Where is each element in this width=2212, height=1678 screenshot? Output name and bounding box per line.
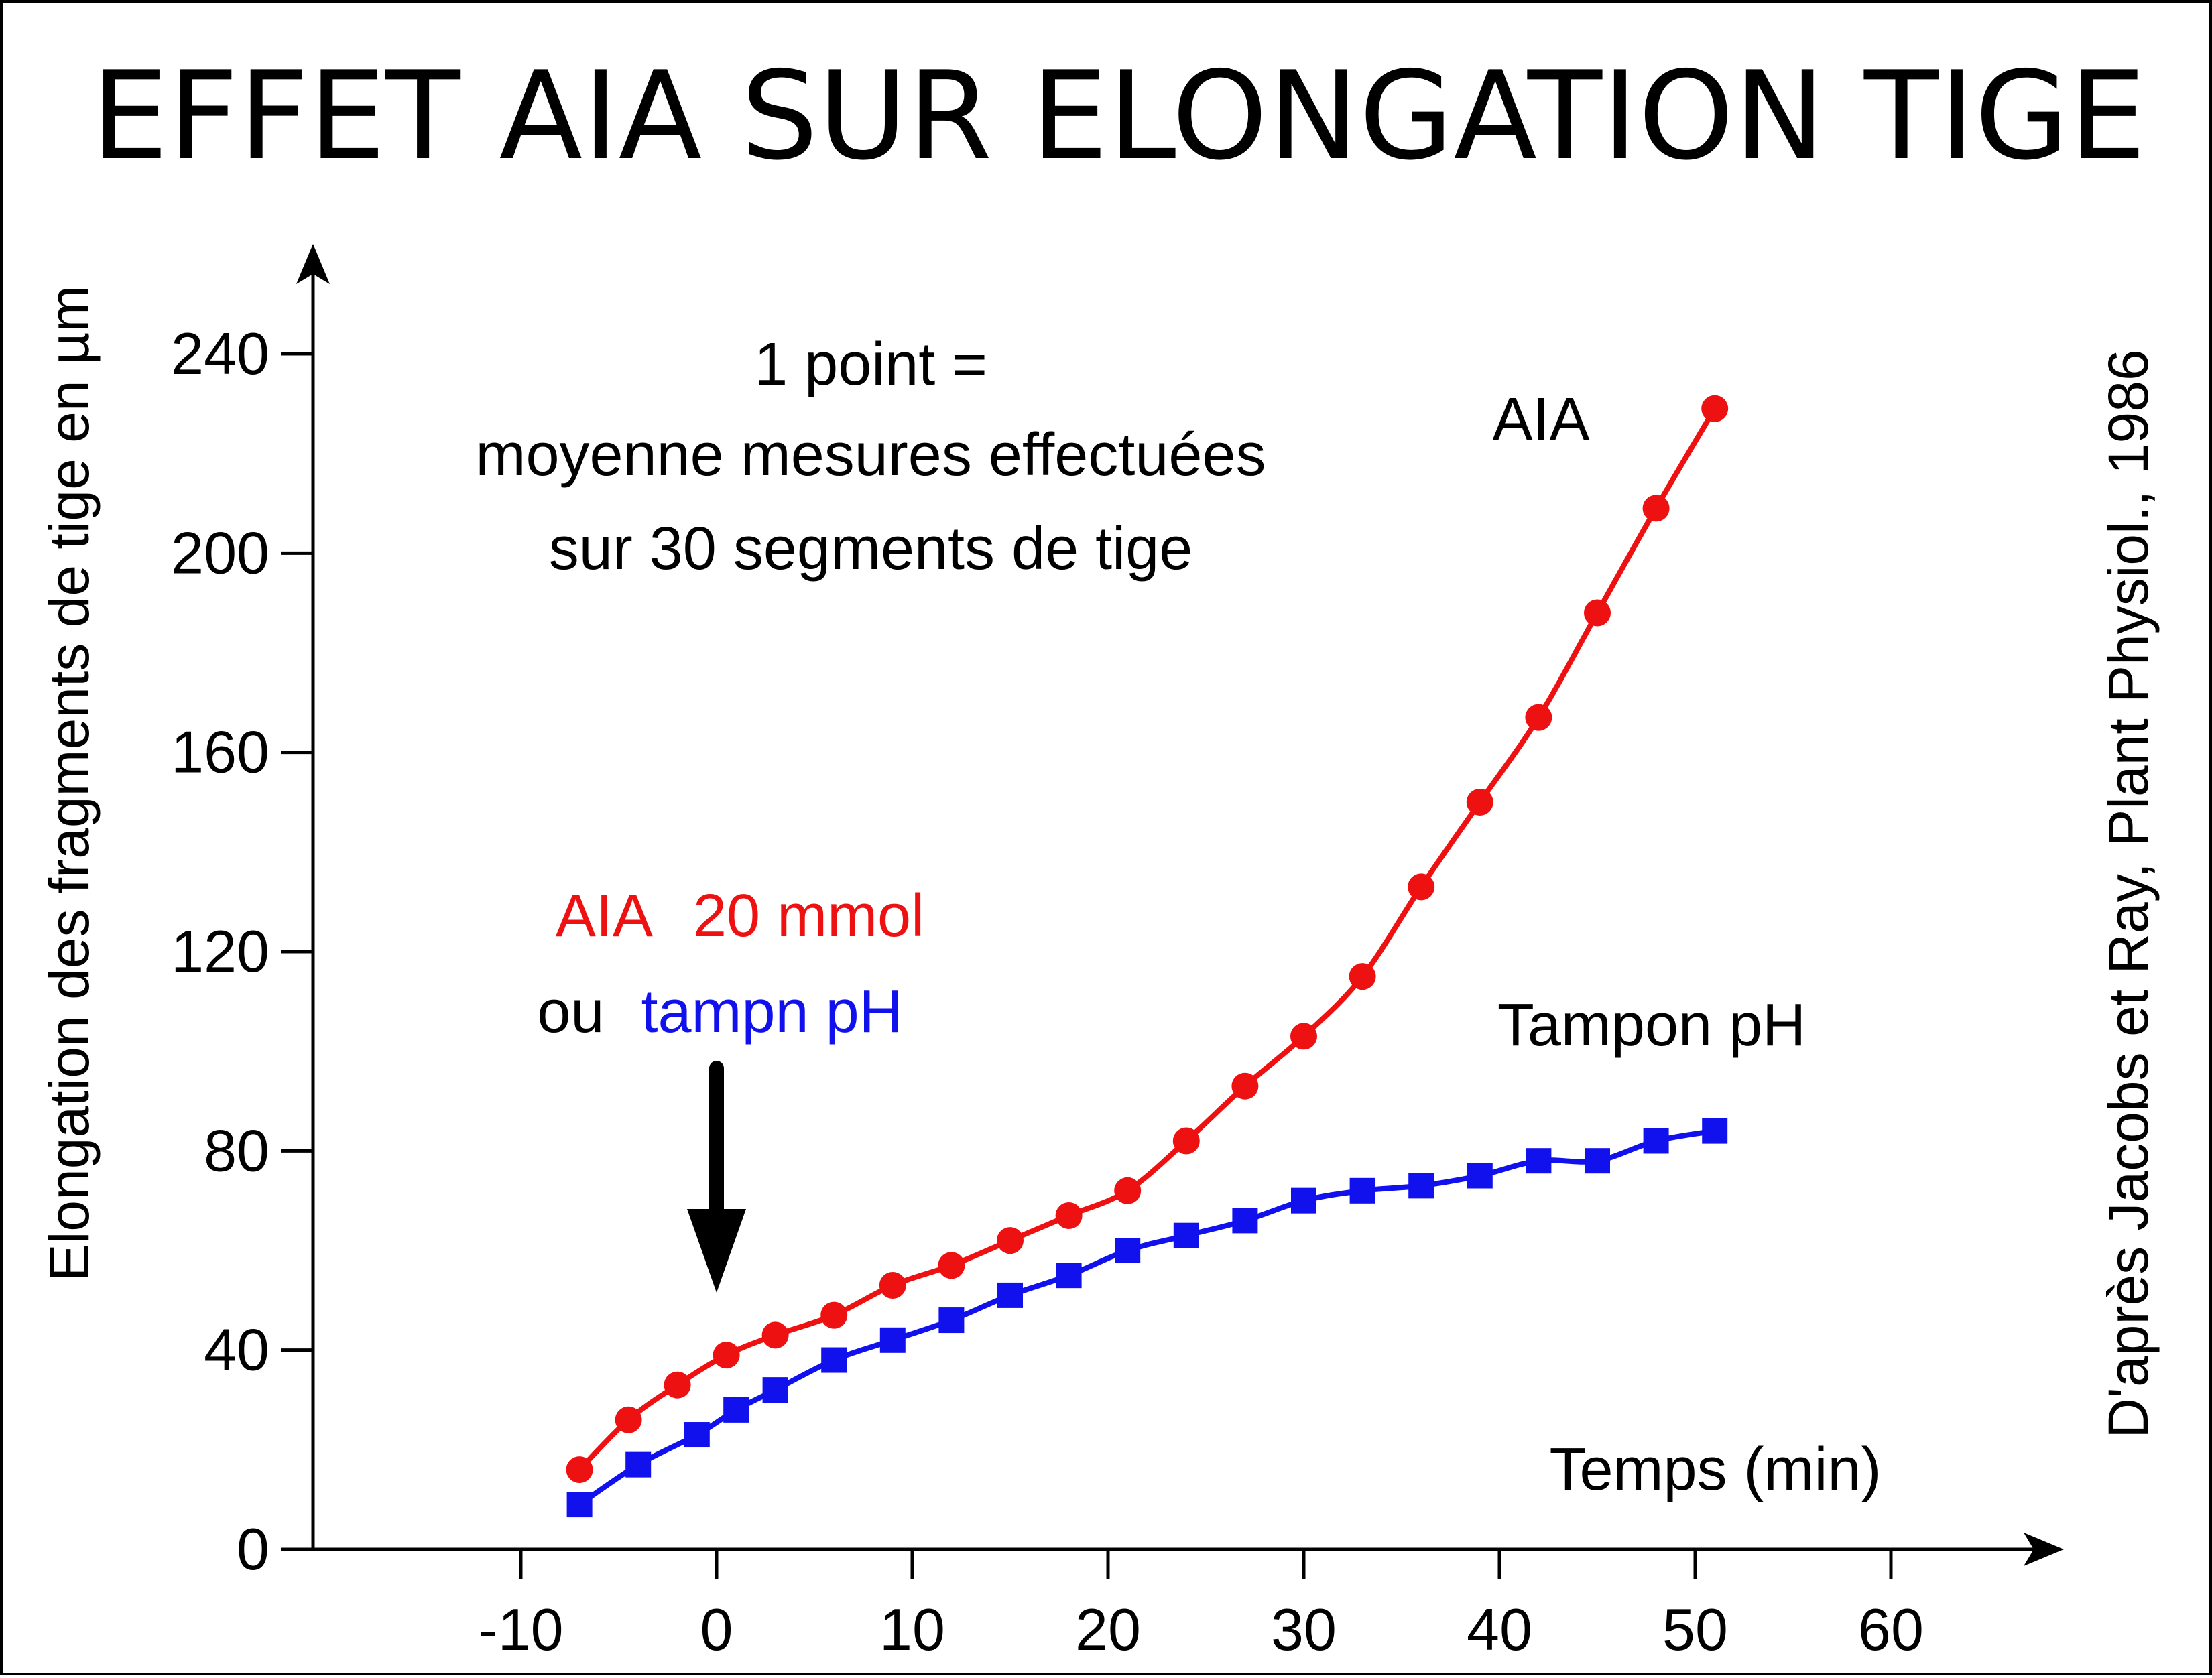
series-aia-point [566, 1456, 593, 1484]
series-aia-point [1231, 1072, 1259, 1100]
series-aia-point [1525, 704, 1552, 731]
series-buffer-point [1585, 1148, 1610, 1174]
y-tick-label: 240 [171, 320, 269, 387]
series-buffer-line [578, 1128, 1715, 1507]
source-citation: D'après Jacobs et Ray, Plant Physiol., 1… [2097, 349, 2160, 1438]
series-aia-point [1349, 963, 1376, 990]
series-aia [566, 395, 1729, 1484]
treatment-line-2: ou tampn pH [537, 978, 902, 1045]
series-aia-point [1466, 789, 1493, 816]
x-tick-label: 10 [879, 1596, 945, 1663]
x-tick-label: 30 [1271, 1596, 1337, 1663]
treatment-aia-label: AIA [556, 883, 653, 950]
series-aia-point [1290, 1023, 1317, 1050]
series-buffer-point [1467, 1163, 1493, 1189]
series-aia-point [1055, 1202, 1083, 1229]
series-aia-point [879, 1272, 906, 1299]
series-aia-point [664, 1371, 691, 1399]
axes: 0 40 80 120 160 200 240 -10 0 10 20 30 40 50 60 [171, 244, 2064, 1663]
series-aia-point [820, 1301, 848, 1329]
series-aia-point [1408, 873, 1435, 901]
treatment-line-1: AIA 20 mmol [556, 883, 924, 950]
x-axis-label: Temps (min) [1549, 1436, 1881, 1503]
x-tick-label: 50 [1662, 1596, 1728, 1663]
series-buffer-point [1291, 1187, 1316, 1214]
y-tick-label: 120 [171, 918, 269, 984]
x-tick-label: 0 [700, 1596, 733, 1663]
series-buffer-point [762, 1377, 788, 1403]
buffer-series-label: Tampon pH [1497, 992, 1806, 1059]
series-aia-point [1172, 1127, 1200, 1155]
series-buffer-point [723, 1397, 749, 1423]
series-aia-point [1114, 1177, 1142, 1204]
y-tick-label: 200 [171, 519, 269, 586]
series-aia-point [938, 1252, 965, 1279]
series-aia-point [761, 1321, 789, 1349]
series-buffer-point [997, 1282, 1023, 1308]
note-line-3: sur 30 segments de tige [549, 515, 1193, 582]
x-tick-label: -10 [478, 1596, 563, 1663]
series-aia-point [615, 1406, 642, 1433]
series-buffer [566, 1118, 1728, 1518]
aia-series-label: AIA [1492, 386, 1589, 453]
series-buffer-point [1702, 1118, 1728, 1144]
x-tick-label: 20 [1075, 1596, 1141, 1663]
series-buffer-point [625, 1451, 652, 1478]
series-buffer-point [566, 1492, 593, 1518]
y-tick-label: 160 [171, 719, 269, 785]
y-axis-label: Elongation des fragments de tige en µm [38, 285, 101, 1282]
series-aia-point [1642, 495, 1670, 522]
elongation-chart: EFFET AIA SUR ELONGATION TIGE Elongation… [38, 45, 2160, 1663]
y-tick-label: 0 [237, 1516, 269, 1582]
y-tick-label: 40 [204, 1317, 269, 1383]
treatment-arrow-head [687, 1209, 746, 1293]
note-line-1: 1 point = [754, 331, 987, 398]
series-aia-point [713, 1342, 740, 1369]
series-buffer-point [821, 1347, 847, 1373]
series-buffer-point [1115, 1238, 1141, 1263]
series-buffer-point [1232, 1208, 1258, 1234]
treatment-or-word: ou [537, 978, 604, 1045]
series-buffer-point [938, 1307, 965, 1334]
series-buffer-point [1526, 1148, 1552, 1174]
series-buffer-point [1408, 1173, 1434, 1199]
series-buffer-point [1643, 1128, 1669, 1154]
treatment-aia-concentration: 20 mmol [693, 883, 924, 950]
series-aia-point [997, 1227, 1024, 1254]
series-buffer-point [1173, 1222, 1199, 1248]
series-aia-point [1584, 599, 1611, 627]
series-buffer-point [684, 1422, 710, 1448]
x-tick-label: 60 [1858, 1596, 1924, 1663]
x-tick-label: 40 [1467, 1596, 1532, 1663]
series-buffer-point [879, 1327, 906, 1353]
series-aia-point [1701, 395, 1729, 422]
note-line-2: moyenne mesures effectuées [475, 422, 1266, 489]
series-layer [566, 395, 1729, 1518]
chart-title: EFFET AIA SUR ELONGATION TIGE [91, 45, 2146, 187]
series-buffer-point [1349, 1177, 1375, 1204]
y-tick-label: 80 [204, 1117, 269, 1183]
series-buffer-point [1056, 1263, 1082, 1289]
treatment-buffer-label: tampn pH [641, 978, 902, 1045]
